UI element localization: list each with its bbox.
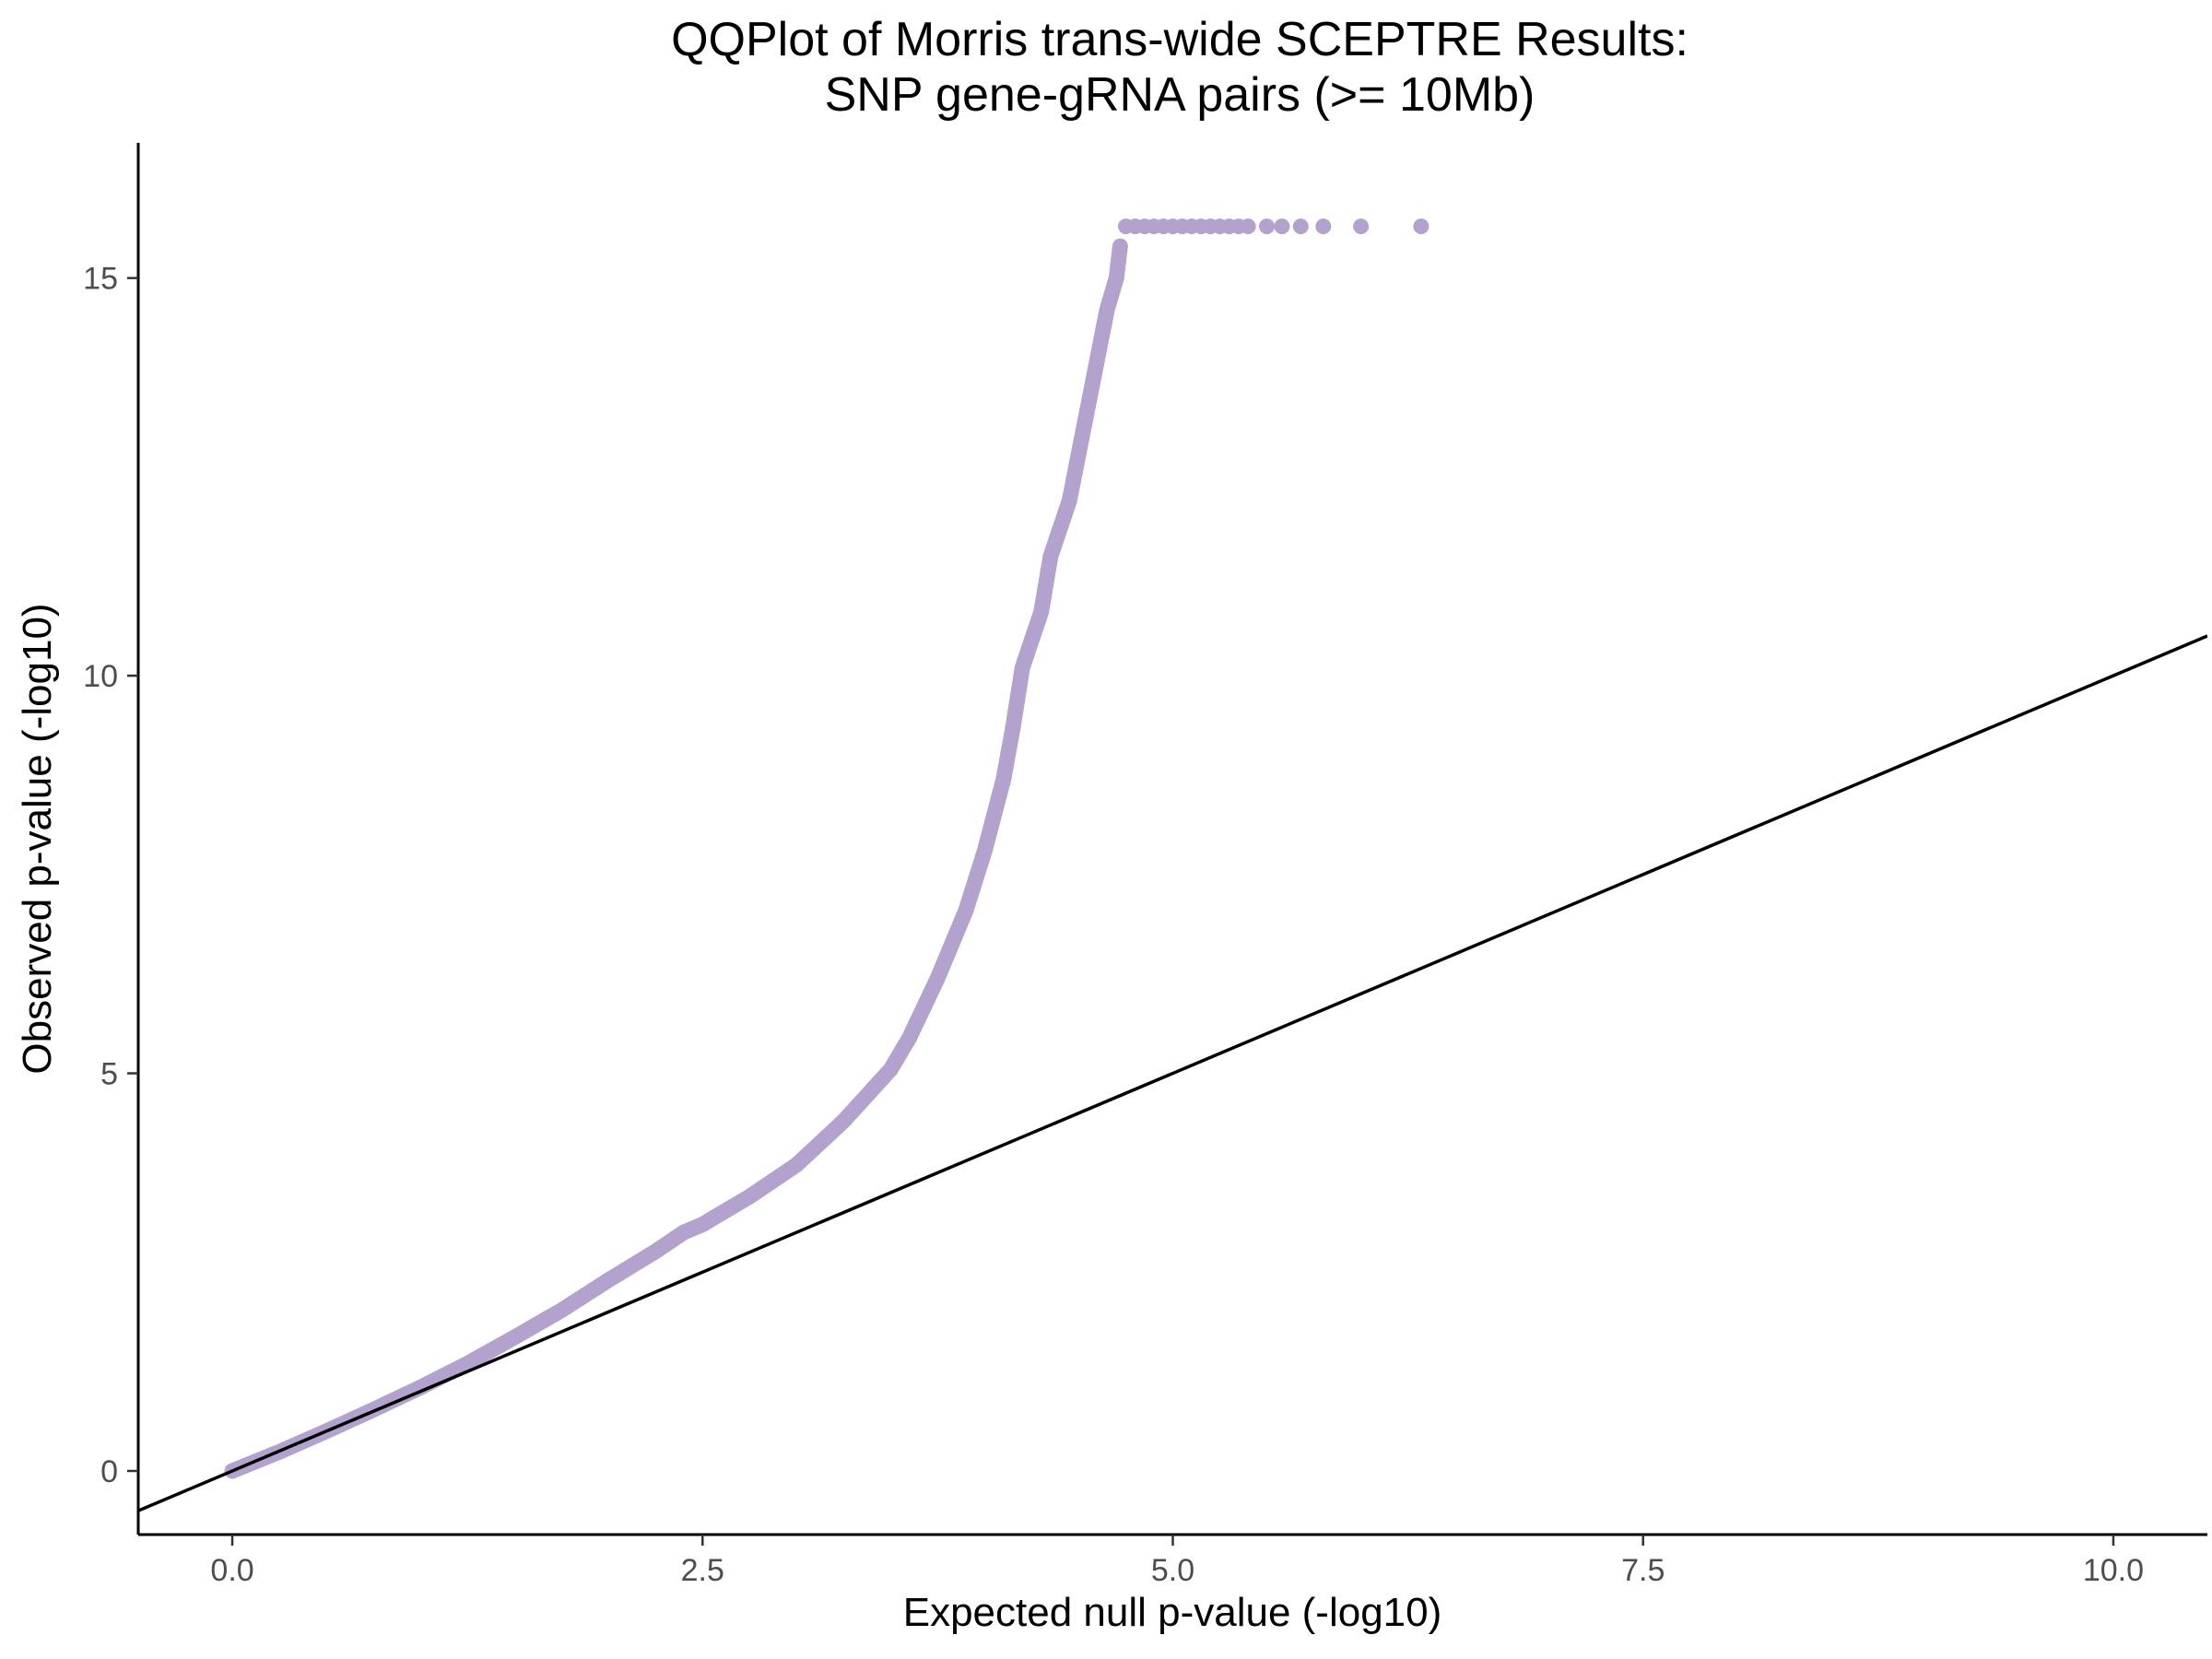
- y-tick-label: 15: [83, 262, 118, 297]
- y-tick-label: 0: [100, 1454, 118, 1489]
- points-layer: [224, 218, 1430, 1479]
- data-point: [1353, 218, 1370, 235]
- data-point: [1274, 218, 1290, 235]
- data-point: [1259, 218, 1275, 235]
- chart-title-line-2: SNP gene-gRNA pairs (>= 10Mb): [825, 68, 1535, 122]
- data-point: [1413, 218, 1430, 235]
- x-tick-label: 10.0: [2083, 1553, 2144, 1588]
- x-axis-ticks: 0.0 2.5 5.0 7.5 10.0: [210, 1535, 2144, 1588]
- plot-area: [138, 218, 2207, 1512]
- y-axis-ticks: 0 5 10 15: [83, 262, 138, 1489]
- data-point: [1112, 238, 1128, 254]
- x-axis-title: Expected null p-value (-log10): [903, 1590, 1442, 1635]
- data-point: [1240, 218, 1256, 235]
- x-tick-label: 0.0: [210, 1553, 253, 1588]
- chart-title-line-1: QQPlot of Morris trans-wide SCEPTRE Resu…: [671, 13, 1688, 66]
- data-point: [1315, 218, 1332, 235]
- y-tick-label: 10: [83, 659, 118, 694]
- identity-reference-line: [138, 634, 2207, 1512]
- x-tick-label: 2.5: [681, 1553, 724, 1588]
- x-tick-label: 5.0: [1151, 1553, 1194, 1588]
- data-point: [1292, 218, 1309, 235]
- x-tick-label: 7.5: [1621, 1553, 1665, 1588]
- y-axis-title: Observed p-value (-log10): [15, 603, 60, 1074]
- y-tick-label: 5: [100, 1057, 118, 1092]
